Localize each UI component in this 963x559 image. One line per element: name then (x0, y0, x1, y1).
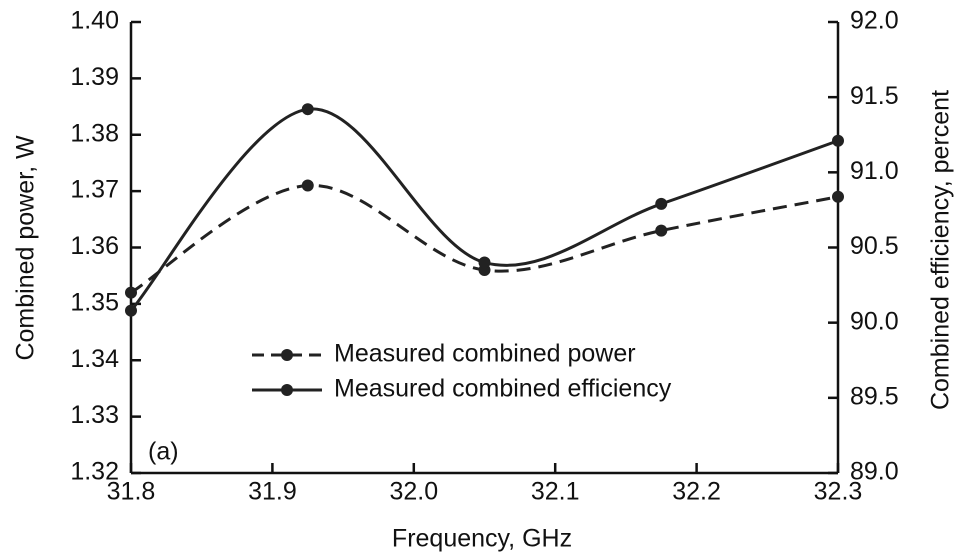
y2-tick-label: 91.5 (850, 82, 899, 110)
x-tick-label: 32.2 (672, 478, 721, 506)
marker (655, 224, 668, 237)
legend-label: Measured combined power (334, 340, 636, 368)
y2-tick-label: 90.0 (850, 307, 899, 335)
marker (125, 304, 137, 317)
series-line (129, 107, 839, 312)
marker (655, 197, 668, 210)
y2-axis-label: Combined efficiency, percent (927, 90, 955, 410)
x-tick-label: 31.8 (107, 478, 156, 506)
x-tick-label: 32.0 (389, 478, 438, 506)
marker (301, 103, 314, 116)
y-tick-label: 1.35 (70, 288, 119, 316)
y2-tick-label: 90.5 (850, 232, 899, 260)
legend-marker (281, 349, 293, 361)
legend-marker (281, 384, 293, 396)
y2-tick-label: 89.0 (850, 458, 899, 486)
y-tick-label: 1.34 (70, 345, 119, 373)
marker (832, 134, 844, 147)
series-line (130, 183, 839, 294)
x-tick-label: 32.1 (531, 478, 580, 506)
y-tick-label: 1.37 (70, 176, 119, 204)
x-axis-label: Frequency, GHz (392, 525, 572, 553)
legend-label: Measured combined efficiency (334, 375, 672, 403)
y-tick-label: 1.40 (70, 7, 119, 35)
y2-tick-label: 91.0 (850, 157, 899, 185)
y-tick-label: 1.39 (70, 63, 119, 91)
y-axis-label: Combined power, W (12, 135, 40, 361)
annotation: (a) (148, 438, 179, 466)
y-tick-label: 1.33 (70, 401, 119, 429)
y-tick-label: 1.36 (70, 232, 119, 260)
y-tick-label: 1.38 (70, 119, 119, 147)
marker (478, 256, 491, 269)
marker (125, 286, 137, 299)
marker (832, 190, 844, 203)
marker (301, 179, 314, 192)
x-tick-label: 31.9 (248, 478, 297, 506)
x-tick-label: 32.3 (814, 478, 863, 506)
y-tick-label: 1.32 (70, 458, 119, 486)
y2-tick-label: 92.0 (850, 7, 899, 35)
y2-tick-label: 89.5 (850, 382, 899, 410)
